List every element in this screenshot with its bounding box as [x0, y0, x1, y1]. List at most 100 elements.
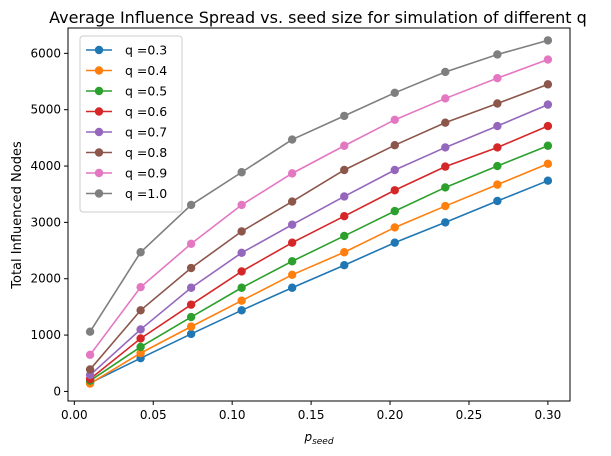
legend-item: q =0.3: [86, 43, 167, 58]
data-point: [390, 115, 399, 125]
x-tick-label: 0.20: [377, 408, 404, 422]
series-line: [89, 83, 549, 370]
legend-item: q =0.6: [86, 104, 167, 119]
legend-label: q =0.5: [125, 84, 167, 99]
series-q0-8: [85, 80, 553, 374]
x-axis-label: pseed: [303, 430, 333, 447]
data-point: [340, 261, 349, 270]
data-point: [237, 200, 246, 210]
data-point: [340, 231, 349, 241]
x-tick-label: 0.30: [535, 408, 562, 422]
data-point: [287, 197, 297, 206]
data-point: [390, 223, 399, 232]
x-tick-label: 0.00: [61, 408, 88, 422]
data-point: [85, 327, 95, 336]
y-tick-label: 4000: [30, 159, 61, 173]
series-line: [89, 163, 549, 385]
data-point: [493, 99, 502, 108]
data-point: [493, 121, 502, 131]
data-point: [136, 306, 145, 315]
legend-marker: [94, 148, 104, 157]
data-point: [237, 248, 246, 258]
legend-label: q =0.3: [125, 43, 167, 58]
data-point: [340, 248, 349, 257]
data-point: [237, 267, 246, 276]
data-point: [85, 365, 95, 374]
x-axis-label-subscript: seed: [312, 437, 334, 447]
data-point: [237, 283, 246, 292]
legend-item: q =1.0: [86, 186, 167, 201]
data-point: [340, 211, 349, 221]
data-point: [287, 169, 297, 178]
data-point: [136, 325, 145, 334]
plot-area: [67, 27, 571, 402]
data-point: [390, 206, 399, 216]
legend-marker: [94, 127, 104, 137]
data-point: [441, 143, 450, 152]
legend-marker: [94, 168, 104, 178]
data-point: [390, 238, 399, 247]
series-q0-9: [85, 55, 553, 359]
data-point: [390, 88, 399, 97]
data-point: [186, 239, 196, 248]
data-point: [441, 201, 450, 211]
data-point: [340, 165, 349, 175]
chart-title: Average Influence Spread vs. seed size f…: [49, 8, 587, 27]
legend-label: q =1.0: [125, 186, 167, 201]
data-point: [390, 165, 399, 175]
data-point: [287, 135, 297, 144]
data-point: [543, 121, 553, 131]
data-point: [493, 50, 502, 59]
data-point: [441, 183, 450, 192]
data-point: [287, 270, 297, 279]
data-point: [493, 180, 502, 189]
data-point: [543, 141, 553, 150]
data-point: [287, 283, 297, 292]
series-q0-3: [85, 176, 553, 388]
data-point: [493, 143, 502, 152]
legend-marker: [94, 45, 104, 55]
series-line: [89, 103, 549, 376]
y-tick-label: 6000: [30, 46, 61, 60]
legend-box: [79, 35, 183, 213]
legend-item: q =0.5: [86, 84, 167, 99]
data-point: [186, 322, 196, 331]
legend-label: q =0.7: [125, 125, 167, 140]
data-point: [136, 282, 145, 292]
legend-marker: [94, 189, 104, 198]
legend: q =0.3 q =0.4 q =0.5 q =0.6 q =0.7 q =0.8 q =0…: [79, 35, 183, 213]
legend-item: q =0.4: [86, 63, 167, 78]
data-point: [441, 162, 450, 171]
series-q0-5: [85, 141, 553, 385]
series-q0-6: [85, 121, 553, 384]
legend-label: q =0.9: [125, 166, 167, 181]
data-point: [237, 168, 246, 177]
data-point: [390, 140, 399, 150]
data-point: [186, 312, 196, 322]
y-tick-label: 2000: [30, 272, 61, 286]
data-point: [441, 94, 450, 103]
data-point: [543, 80, 553, 89]
legend-item: q =0.7: [86, 125, 167, 140]
data-point: [340, 111, 349, 121]
data-point: [136, 334, 145, 343]
legend-label: q =0.8: [125, 145, 167, 160]
data-point: [493, 161, 502, 171]
data-point: [390, 186, 399, 195]
y-tick-label: 0: [53, 384, 61, 398]
y-tick-label: 5000: [30, 103, 61, 117]
data-point: [340, 141, 349, 150]
series-q0-4: [85, 159, 553, 388]
x-tick-label: 0.05: [140, 408, 167, 422]
x-tick-label: 0.15: [298, 408, 325, 422]
legend-marker: [94, 86, 104, 96]
x-tick-label: 0.10: [219, 408, 246, 422]
plot-frame: [67, 27, 571, 402]
series-line: [89, 39, 549, 333]
x-axis-label-main: p: [303, 430, 312, 444]
data-point: [543, 159, 553, 168]
data-point: [441, 67, 450, 77]
data-point: [340, 192, 349, 201]
legend-marker: [94, 66, 104, 75]
